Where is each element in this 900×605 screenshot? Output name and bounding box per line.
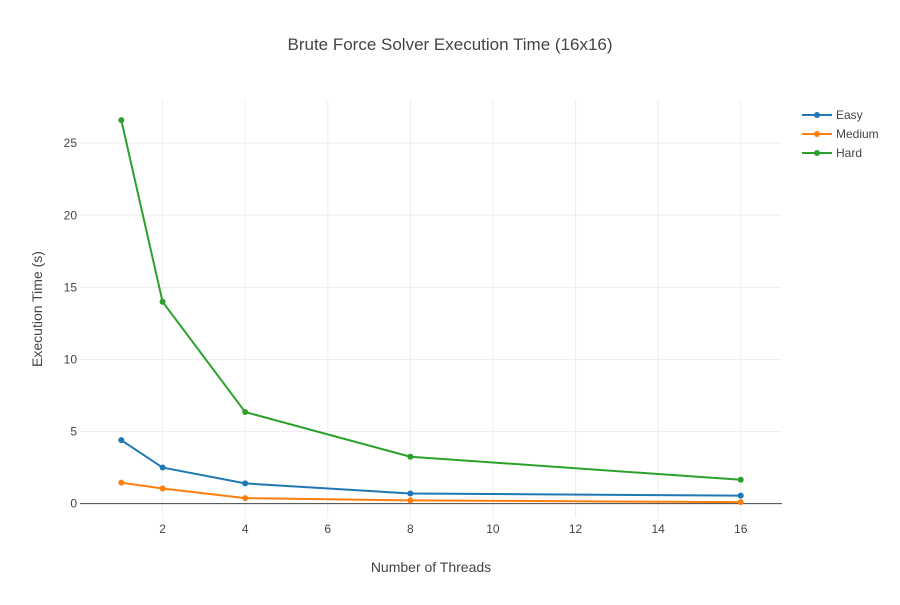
y-tick-label: 0 [70, 497, 77, 511]
series-line [121, 481, 741, 504]
data-point[interactable] [407, 490, 414, 497]
chart-title: Brute Force Solver Execution Time (16x16… [287, 35, 612, 54]
legend-swatch-marker [814, 131, 820, 137]
y-tick-label: 10 [64, 352, 78, 366]
data-point[interactable] [159, 464, 166, 471]
x-tick-label: 14 [651, 522, 665, 536]
grid [80, 100, 782, 518]
y-tick-label: 25 [64, 136, 78, 150]
y-tick-label: 20 [64, 208, 78, 222]
data-point[interactable] [118, 437, 125, 444]
data-point[interactable] [407, 453, 414, 460]
data-point[interactable] [407, 497, 414, 504]
data-point[interactable] [118, 479, 125, 486]
data-point[interactable] [737, 492, 744, 499]
legend-label: Hard [836, 146, 862, 160]
series-line [120, 439, 741, 497]
x-tick-label: 8 [407, 522, 414, 536]
legend-item-easy[interactable]: Easy [802, 108, 863, 122]
axes: 2 4 6 8 10 12 14 16 0 5 10 15 20 25 [64, 136, 748, 536]
x-tick-label: 4 [242, 522, 249, 536]
data-point[interactable] [737, 476, 744, 483]
legend-item-hard[interactable]: Hard [802, 146, 862, 160]
data-point[interactable] [159, 298, 166, 305]
series-easy [118, 437, 744, 499]
data-point[interactable] [242, 409, 249, 416]
series-hard [118, 117, 744, 483]
x-tick-label: 12 [569, 522, 583, 536]
x-tick-label: 10 [486, 522, 500, 536]
series-line [120, 119, 741, 481]
x-axis-title: Number of Threads [371, 559, 491, 575]
data-point[interactable] [242, 495, 249, 502]
legend-item-medium[interactable]: Medium [802, 127, 879, 141]
data-point[interactable] [118, 117, 125, 124]
y-tick-label: 5 [70, 425, 77, 439]
legend-label: Medium [836, 127, 879, 141]
data-point[interactable] [737, 499, 744, 506]
legend-swatch-marker [814, 150, 820, 156]
x-tick-label: 16 [734, 522, 748, 536]
series-group [118, 117, 744, 506]
x-tick-label: 2 [159, 522, 166, 536]
y-tick-label: 15 [64, 280, 78, 294]
y-axis-title: Execution Time (s) [29, 251, 45, 367]
legend[interactable]: Easy Medium Hard [802, 108, 879, 160]
legend-label: Easy [836, 108, 863, 122]
x-tick-label: 6 [324, 522, 331, 536]
data-point[interactable] [159, 485, 166, 492]
series-medium [118, 479, 744, 506]
data-point[interactable] [242, 480, 249, 487]
legend-swatch-marker [814, 112, 820, 118]
